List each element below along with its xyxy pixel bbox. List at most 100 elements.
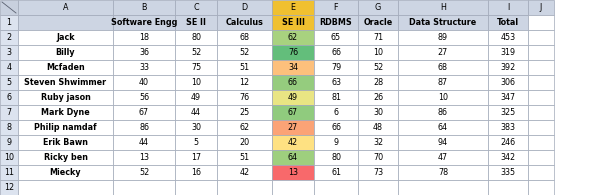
Bar (272, 75, 314, 90)
Bar (18, 90, 113, 105)
Text: Jack: Jack (56, 33, 75, 42)
Text: 6: 6 (7, 93, 11, 102)
Text: 12: 12 (4, 183, 14, 192)
Bar (488, 75, 528, 90)
Bar (488, 90, 528, 105)
Text: 27: 27 (288, 123, 298, 132)
Bar (18, 120, 113, 135)
Text: 4: 4 (7, 63, 11, 72)
Text: 48: 48 (373, 123, 383, 132)
Bar (18, 165, 113, 180)
Text: 81: 81 (331, 93, 341, 102)
Text: Software Engg: Software Engg (111, 18, 177, 27)
Text: Steven Shwimmer: Steven Shwimmer (24, 78, 106, 87)
Bar (528, 180, 554, 195)
Text: SE III: SE III (281, 18, 304, 27)
Bar (314, 45, 358, 60)
Text: 67: 67 (288, 108, 298, 117)
Text: 52: 52 (239, 48, 249, 57)
Bar (113, 15, 175, 30)
Bar (358, 180, 398, 195)
Bar (0, 45, 18, 60)
Bar (175, 30, 217, 45)
Bar (398, 105, 488, 120)
Text: 10: 10 (438, 93, 448, 102)
Text: Miecky: Miecky (50, 168, 82, 177)
Bar (398, 0, 488, 15)
Bar (217, 180, 272, 195)
Bar (113, 90, 175, 105)
Text: 42: 42 (288, 138, 298, 147)
Text: 34: 34 (288, 63, 298, 72)
Bar (175, 75, 217, 90)
Text: 87: 87 (438, 78, 448, 87)
Bar (488, 45, 528, 60)
Bar (358, 30, 398, 45)
Bar (488, 150, 528, 165)
Text: 73: 73 (373, 168, 383, 177)
Bar (18, 135, 113, 150)
Bar (488, 15, 528, 30)
Bar (398, 30, 488, 45)
Bar (488, 180, 528, 195)
Bar (398, 15, 488, 30)
Bar (175, 135, 217, 150)
Text: 71: 71 (373, 33, 383, 42)
Text: 9: 9 (333, 138, 339, 147)
Bar (272, 105, 314, 120)
Bar (358, 60, 398, 75)
Bar (398, 90, 488, 105)
Text: 383: 383 (501, 123, 515, 132)
Bar (272, 15, 314, 30)
Text: 32: 32 (373, 138, 383, 147)
Text: 49: 49 (191, 93, 201, 102)
Text: 86: 86 (438, 108, 448, 117)
Text: 5: 5 (7, 78, 11, 87)
Bar (398, 150, 488, 165)
Text: 1: 1 (7, 18, 11, 27)
Bar (113, 75, 175, 90)
Text: 6: 6 (333, 108, 338, 117)
Text: 80: 80 (191, 33, 201, 42)
Bar (175, 165, 217, 180)
Bar (528, 30, 554, 45)
Text: 10: 10 (4, 153, 14, 162)
Text: 26: 26 (373, 93, 383, 102)
Text: 347: 347 (501, 93, 516, 102)
Text: Billy: Billy (56, 48, 76, 57)
Bar (217, 105, 272, 120)
Bar (314, 15, 358, 30)
Bar (217, 30, 272, 45)
Text: 70: 70 (373, 153, 383, 162)
Bar (528, 60, 554, 75)
Text: 52: 52 (139, 168, 149, 177)
Text: 18: 18 (139, 33, 149, 42)
Text: 3: 3 (7, 48, 11, 57)
Bar (18, 0, 113, 15)
Bar (314, 90, 358, 105)
Text: 52: 52 (373, 63, 383, 72)
Text: 47: 47 (438, 153, 448, 162)
Text: 246: 246 (501, 138, 516, 147)
Text: Erik Bawn: Erik Bawn (43, 138, 88, 147)
Bar (528, 165, 554, 180)
Text: 49: 49 (288, 93, 298, 102)
Bar (113, 135, 175, 150)
Text: RDBMS: RDBMS (320, 18, 352, 27)
Text: G: G (375, 3, 381, 12)
Bar (314, 75, 358, 90)
Text: 10: 10 (373, 48, 383, 57)
Bar (18, 45, 113, 60)
Bar (217, 150, 272, 165)
Text: 40: 40 (139, 78, 149, 87)
Bar (398, 60, 488, 75)
Text: 62: 62 (239, 123, 249, 132)
Bar (314, 120, 358, 135)
Bar (113, 180, 175, 195)
Text: SE II: SE II (186, 18, 206, 27)
Bar (272, 135, 314, 150)
Bar (217, 0, 272, 15)
Text: 65: 65 (331, 33, 341, 42)
Bar (113, 45, 175, 60)
Text: Mcfaden: Mcfaden (46, 63, 85, 72)
